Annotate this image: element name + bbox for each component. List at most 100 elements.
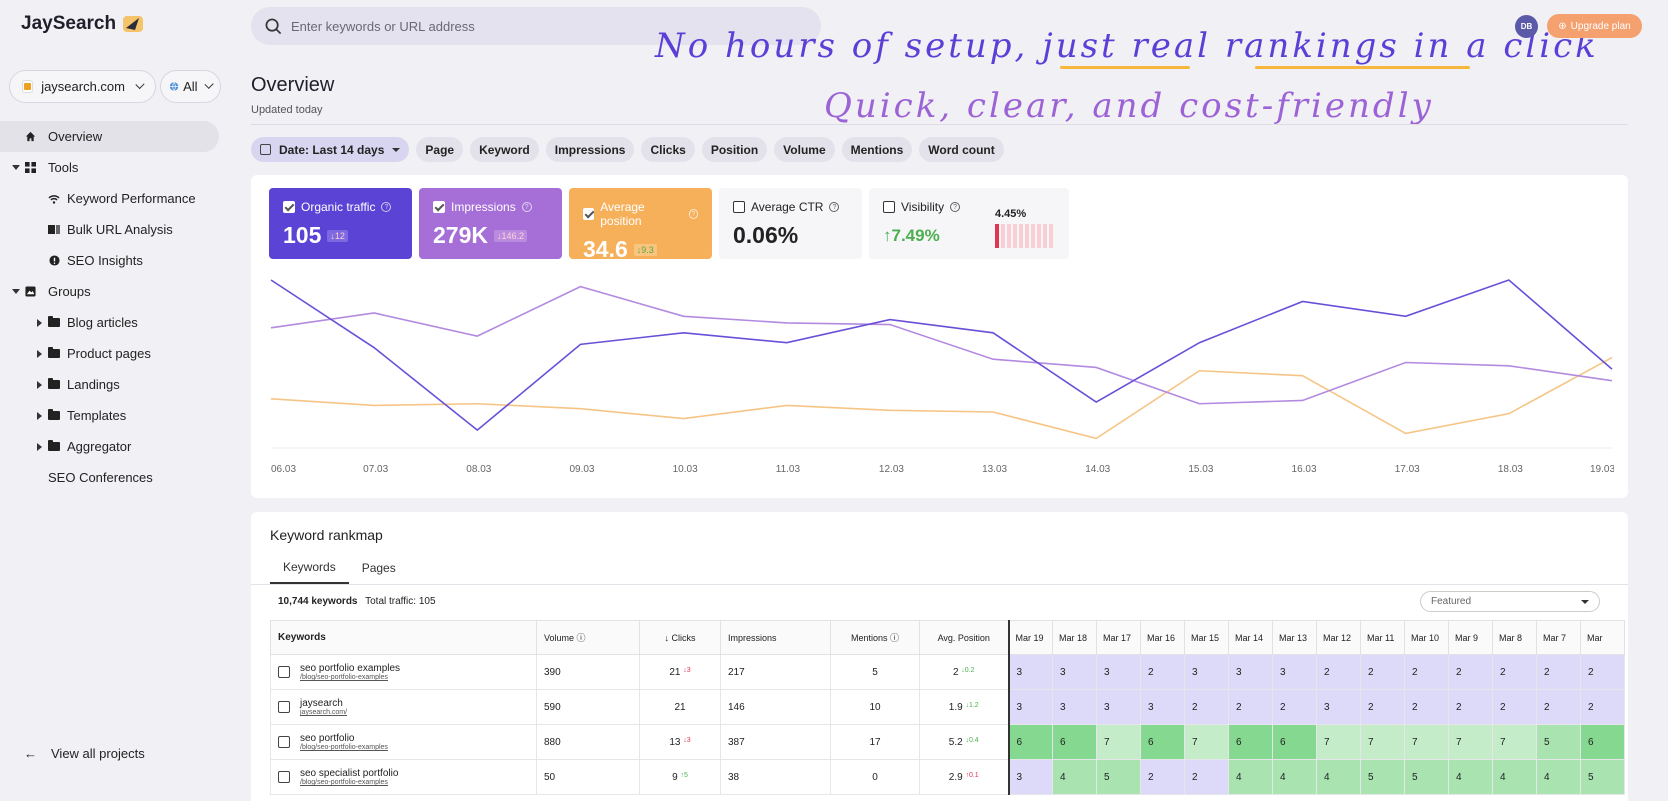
rank-day-cell: 6: [1228, 724, 1273, 760]
region-select[interactable]: All: [160, 70, 221, 103]
help-icon[interactable]: ?: [950, 202, 961, 212]
rank-day-cell: 2: [1536, 689, 1581, 725]
position-delta: ↓1.2: [965, 701, 979, 709]
sidebar-item-label: Templates: [67, 408, 127, 423]
row-checkbox[interactable]: [278, 701, 290, 713]
help-icon[interactable]: ?: [688, 209, 698, 219]
keyword-url-link[interactable]: jaysearch.com/: [300, 709, 348, 716]
sidebar-item-landings[interactable]: Landings: [0, 369, 232, 400]
tab-keywords[interactable]: Keywords: [270, 552, 349, 584]
row-checkbox[interactable]: [278, 666, 290, 678]
rank-day-cell: 4: [1272, 759, 1317, 795]
table-row[interactable]: seo portfolio examples/blog/seo-portfoli…: [270, 654, 1625, 690]
volume-filter-chip[interactable]: Volume: [774, 137, 835, 162]
clicks-delta: ↓3: [683, 736, 691, 744]
col-impressions[interactable]: Impressions: [720, 620, 831, 655]
page-filter-chip[interactable]: Page: [416, 137, 464, 162]
clicks-delta: ↓3: [683, 666, 691, 674]
total-traffic: Total traffic: 105: [365, 596, 436, 607]
chevron-down-icon: [203, 79, 214, 90]
sidebar-item-aggregator[interactable]: Aggregator: [0, 431, 232, 462]
keyword-text[interactable]: jaysearch: [300, 698, 343, 709]
sidebar-item-seo-conferences[interactable]: SEO Conferences: [0, 462, 232, 493]
keyword-text[interactable]: seo portfolio: [300, 733, 355, 744]
keyword-text[interactable]: seo specialist portfolio: [300, 768, 399, 779]
help-icon[interactable]: ?: [829, 202, 840, 212]
table-row[interactable]: jaysearch jaysearch.com/590 21 146 10 1.9 ↓1…: [270, 689, 1625, 725]
date-filter-chip[interactable]: Date: Last 14 days: [251, 137, 410, 162]
position-cell: 2 ↓0.2: [919, 654, 1009, 690]
rank-day-cell: 6: [1272, 724, 1317, 760]
sidebar-item-keyword-performance[interactable]: Keyword Performance: [0, 183, 232, 214]
sidebar-item-blog-articles[interactable]: Blog articles: [0, 307, 232, 338]
user-avatar[interactable]: DB: [1515, 15, 1538, 38]
rank-day-cell: 2: [1316, 654, 1361, 690]
help-icon[interactable]: ?: [521, 202, 532, 212]
mentions-cell: 10: [830, 689, 920, 725]
metric-average-position[interactable]: Average position? 34.6 ↓9.3: [569, 188, 712, 262]
rank-day-cell: 2: [1140, 654, 1185, 690]
metric-impressions[interactable]: Impressions? 279K ↓146.2: [419, 188, 562, 259]
checkbox-empty-icon[interactable]: [733, 201, 745, 213]
sidebar-item-tools[interactable]: Tools: [0, 152, 232, 183]
rank-day-cell: 3: [1316, 689, 1361, 725]
checkbox-checked-icon[interactable]: [283, 201, 295, 213]
tab-pages[interactable]: Pages: [361, 561, 396, 575]
checkbox-checked-icon[interactable]: [433, 201, 445, 213]
sidebar-item-product-pages[interactable]: Product pages: [0, 338, 232, 369]
sidebar-item-templates[interactable]: Templates: [0, 400, 232, 431]
project-select[interactable]: jaysearch.com: [9, 70, 156, 103]
clicks-filter-chip[interactable]: Clicks: [641, 137, 695, 162]
row-checkbox[interactable]: [278, 736, 290, 748]
sort-select[interactable]: Featured: [1420, 591, 1600, 612]
x-tick-label: 07.03: [363, 464, 388, 475]
checkbox-checked-icon[interactable]: [583, 208, 595, 220]
caret-right-icon: [37, 412, 42, 420]
search-input[interactable]: [291, 18, 771, 34]
view-all-projects-link[interactable]: ← View all projects: [24, 746, 145, 761]
keyword-url-link[interactable]: /blog/seo-portfolio-examples: [300, 674, 388, 681]
col-volume[interactable]: Volume ⓘ: [536, 620, 640, 655]
table-row[interactable]: seo specialist portfolio/blog/seo-portfo…: [270, 759, 1625, 795]
metric-visibility[interactable]: Visibility? ↑7.49% 4.45%: [869, 188, 1069, 259]
position-filter-chip[interactable]: Position: [701, 137, 768, 162]
filter-bar: Date: Last 14 days Page Keyword Impressi…: [251, 137, 1004, 162]
app-logo[interactable]: JaySearch: [21, 13, 144, 35]
keyword-cell: seo portfolio examples/blog/seo-portfoli…: [270, 654, 537, 690]
x-tick-label: 14.03: [1085, 464, 1110, 475]
mentions-filter-chip[interactable]: Mentions: [841, 137, 913, 162]
sidebar-item-groups[interactable]: Groups: [0, 276, 232, 307]
word-count-filter-chip[interactable]: Word count: [919, 137, 1004, 162]
rank-day-cell: 6: [1007, 724, 1053, 760]
rank-day-cell: 2: [1404, 654, 1449, 690]
sidebar-item-seo-insights[interactable]: SEO Insights: [0, 245, 232, 276]
col-avg-position[interactable]: Avg. Position: [919, 620, 1009, 655]
table-row[interactable]: seo portfolio/blog/seo-portfolio-example…: [270, 724, 1625, 760]
keyword-url-link[interactable]: /blog/seo-portfolio-examples: [300, 744, 388, 751]
keyword-filter-chip[interactable]: Keyword: [470, 137, 539, 162]
sort-label: Featured: [1431, 596, 1472, 607]
impressions-filter-chip[interactable]: Impressions: [545, 137, 635, 162]
image-icon: [24, 286, 36, 298]
rank-day-cell: 2: [1448, 654, 1493, 690]
sidebar-item-overview[interactable]: Overview: [0, 121, 219, 152]
keyword-url-link[interactable]: /blog/seo-portfolio-examples: [300, 779, 388, 786]
help-icon[interactable]: ?: [381, 202, 392, 212]
col-keywords[interactable]: Keywords: [270, 620, 537, 655]
checkbox-empty-icon[interactable]: [883, 201, 895, 213]
home-icon: [24, 131, 36, 143]
col-mentions[interactable]: Mentions ⓘ: [830, 620, 920, 655]
col-clicks[interactable]: ↓ Clicks: [639, 620, 721, 655]
sidebar-item-bulk-url[interactable]: Bulk URL Analysis: [0, 214, 232, 245]
upgrade-plan-button[interactable]: ⊕ Upgrade plan: [1547, 14, 1642, 38]
rank-day-cell: 3: [1228, 654, 1273, 690]
keyword-count-value: 10,744 keywords: [278, 596, 358, 607]
row-checkbox[interactable]: [278, 771, 290, 783]
metric-average-ctr[interactable]: Average CTR? 0.06%: [719, 188, 862, 259]
rank-day-cell: 7: [1096, 724, 1141, 760]
keyword-text[interactable]: seo portfolio examples: [300, 663, 401, 674]
x-tick-label: 11.03: [776, 464, 801, 475]
search-bar[interactable]: [251, 7, 821, 45]
metric-organic-traffic[interactable]: Organic traffic? 105 ↓12: [269, 188, 412, 259]
series-line-impressions: [270, 285, 1613, 405]
